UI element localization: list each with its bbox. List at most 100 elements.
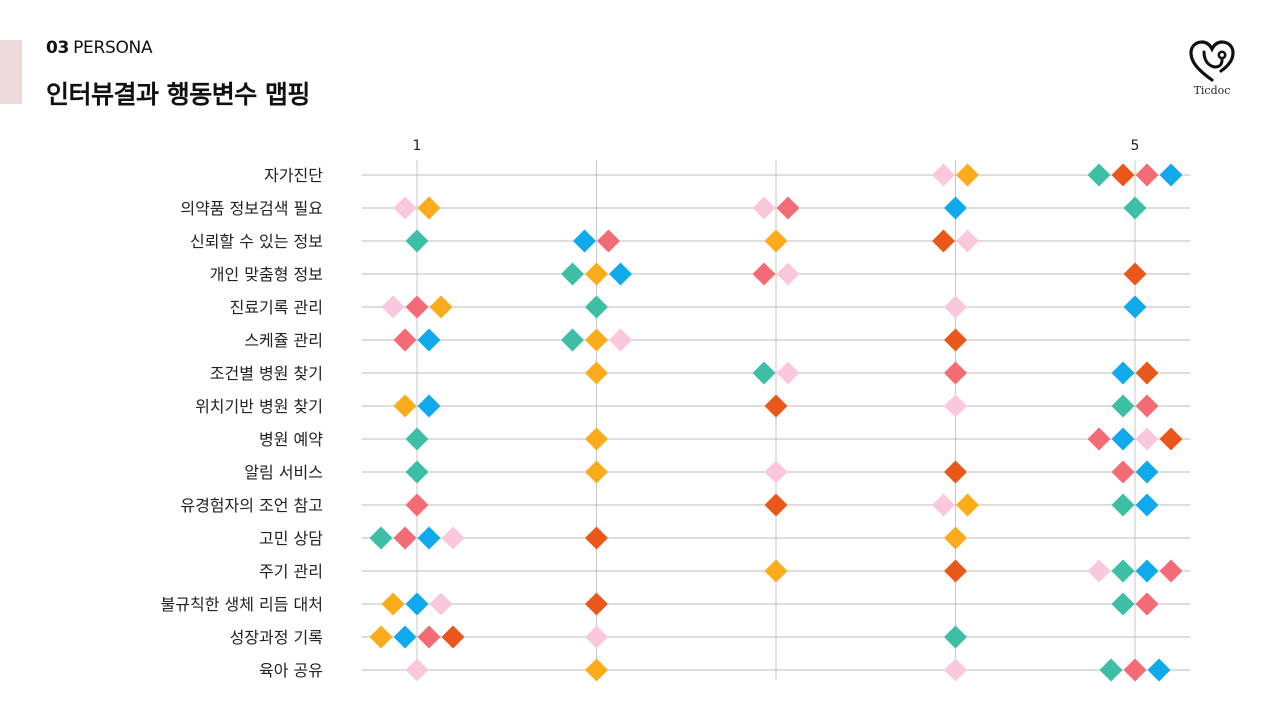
diamond-marker — [1111, 460, 1135, 484]
diamond-marker — [776, 262, 800, 286]
accent-bar — [0, 40, 22, 104]
diamond-marker — [944, 361, 967, 385]
diamond-marker — [764, 460, 788, 484]
diamond-marker — [1135, 493, 1159, 517]
diamond-marker — [585, 526, 608, 550]
diamond-marker — [393, 394, 417, 418]
section-name: PERSONA — [73, 38, 153, 58]
row-label: 육아 공유 — [259, 661, 323, 680]
diamond-marker — [932, 493, 955, 517]
diamond-marker — [944, 526, 967, 550]
diamond-marker — [1111, 361, 1135, 385]
diamond-marker — [585, 460, 608, 484]
diamond-marker — [405, 493, 429, 517]
diamond-marker — [585, 262, 608, 286]
diamond-marker — [369, 526, 393, 550]
diamond-marker — [429, 592, 453, 616]
diamond-marker — [405, 427, 429, 451]
diamond-marker — [1087, 427, 1111, 451]
diamond-marker — [561, 328, 584, 352]
diamond-marker — [585, 295, 608, 319]
row-label: 유경험자의 조언 참고 — [180, 496, 323, 515]
diamond-marker — [381, 295, 405, 319]
diamond-marker — [944, 658, 967, 682]
diamond-marker — [752, 262, 776, 286]
diamond-marker — [417, 625, 441, 649]
brand-logo: Ticdoc — [1182, 40, 1242, 106]
diamond-marker — [1123, 658, 1147, 682]
diamond-marker — [1147, 658, 1171, 682]
diamond-marker — [585, 592, 608, 616]
diamond-marker — [944, 625, 967, 649]
diamond-marker — [944, 460, 967, 484]
diamond-marker — [393, 196, 417, 220]
diamond-marker — [932, 229, 955, 253]
x-tick-label: 5 — [1131, 138, 1140, 154]
diamond-marker — [1135, 163, 1159, 187]
diamond-marker — [405, 229, 429, 253]
diamond-marker — [932, 163, 955, 187]
diamond-marker — [441, 526, 465, 550]
logo-text: Ticdoc — [1193, 84, 1231, 97]
row-label: 스케쥴 관리 — [244, 331, 323, 350]
diamond-marker — [764, 229, 788, 253]
diamond-marker — [585, 625, 608, 649]
diamond-marker — [764, 493, 788, 517]
diamond-marker — [1111, 592, 1135, 616]
diamond-marker — [1135, 427, 1159, 451]
row-label: 개인 맞춤형 정보 — [210, 265, 323, 284]
diamond-marker — [393, 328, 417, 352]
row-label: 성장과정 기록 — [230, 628, 323, 647]
section-label: 03 PERSONA — [46, 38, 153, 58]
diamond-marker — [1135, 460, 1159, 484]
diamond-marker — [405, 295, 429, 319]
row-label: 신뢰할 수 있는 정보 — [190, 232, 323, 251]
diamond-marker — [1111, 163, 1135, 187]
page-title: 인터뷰결과 행동변수 맵핑 — [46, 80, 310, 109]
row-label: 고민 상담 — [259, 529, 323, 548]
diamond-marker — [1135, 361, 1159, 385]
diamond-marker — [1159, 427, 1183, 451]
x-tick-label: 1 — [413, 138, 422, 154]
diamond-marker — [609, 328, 632, 352]
row-label: 조건별 병원 찾기 — [210, 364, 323, 383]
diamond-marker — [944, 328, 967, 352]
diamond-marker — [405, 658, 429, 682]
diamond-marker — [944, 196, 967, 220]
diamond-marker — [956, 229, 979, 253]
diamond-marker — [417, 526, 441, 550]
diamond-marker — [752, 361, 776, 385]
row-label: 진료기록 관리 — [230, 298, 323, 317]
diamond-marker — [776, 196, 800, 220]
heart-stethoscope-icon — [1189, 40, 1235, 82]
row-label: 불규칙한 생체 리듬 대처 — [161, 595, 323, 614]
diamond-marker — [573, 229, 596, 253]
diamond-marker — [956, 163, 979, 187]
diamond-marker — [429, 295, 453, 319]
diamond-marker — [405, 460, 429, 484]
diamond-marker — [1135, 592, 1159, 616]
diamond-marker — [944, 394, 967, 418]
diamond-marker — [585, 427, 608, 451]
diamond-marker — [1087, 559, 1111, 583]
diamond-marker — [585, 658, 608, 682]
diamond-marker — [1099, 658, 1123, 682]
diamond-marker — [1135, 394, 1159, 418]
diamond-marker — [441, 625, 465, 649]
diamond-marker — [417, 394, 441, 418]
row-label: 알림 서비스 — [244, 463, 323, 482]
diamond-marker — [1123, 262, 1147, 286]
section-number: 03 — [46, 38, 70, 58]
diamond-marker — [393, 625, 417, 649]
diamond-marker — [417, 328, 441, 352]
diamond-marker — [752, 196, 776, 220]
diamond-marker — [764, 394, 788, 418]
row-label: 위치기반 병원 찾기 — [195, 397, 323, 416]
diamond-marker — [1123, 196, 1147, 220]
diamond-marker — [369, 625, 393, 649]
diamond-marker — [1111, 493, 1135, 517]
diamond-marker — [417, 196, 441, 220]
diamond-marker — [1123, 295, 1147, 319]
diamond-marker — [405, 592, 429, 616]
